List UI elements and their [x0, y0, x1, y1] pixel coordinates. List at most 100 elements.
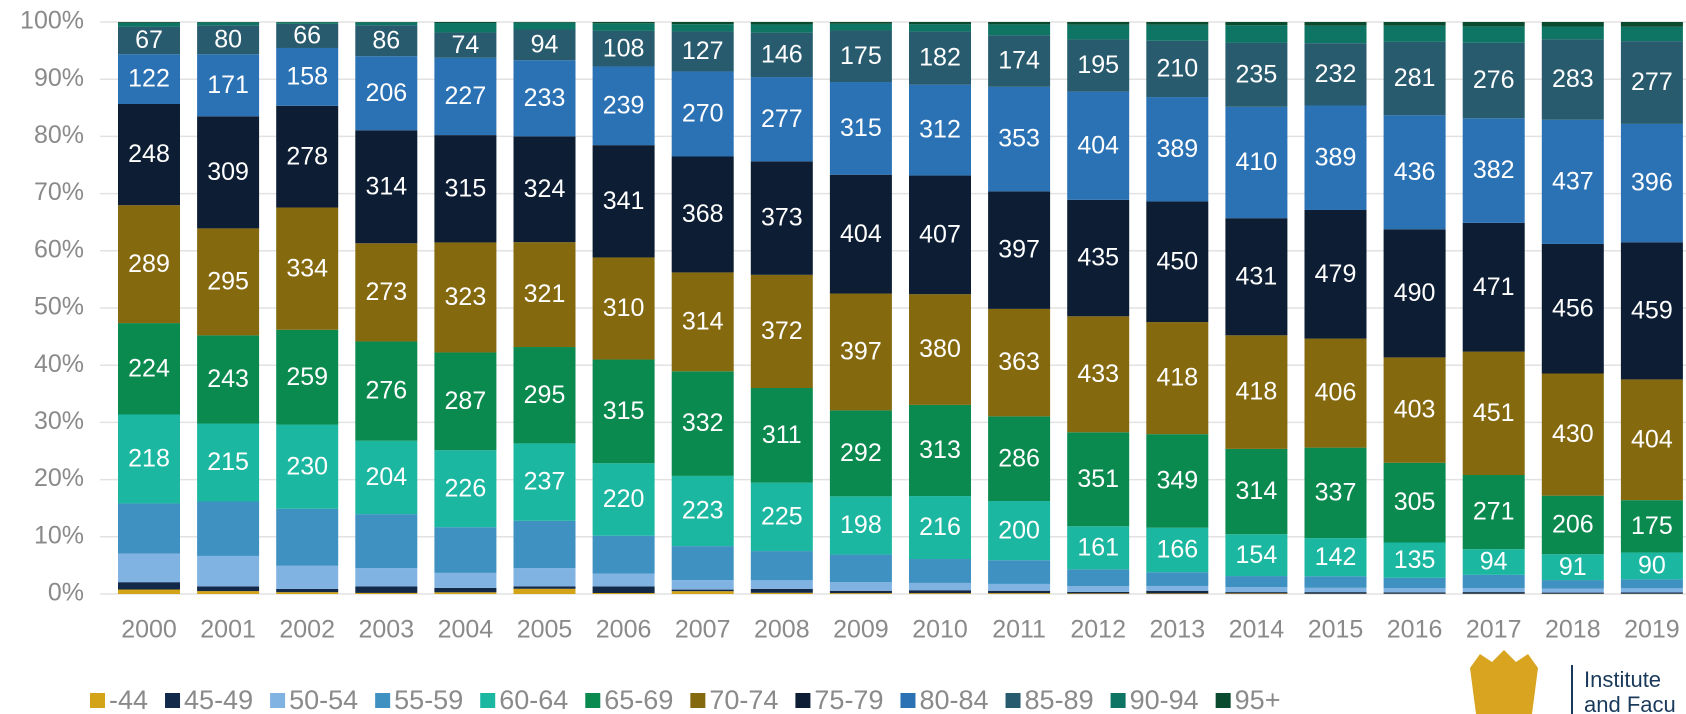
data-label: 248: [128, 140, 170, 168]
bar-segment: [434, 587, 497, 593]
bar-segment: [592, 593, 655, 594]
bar-segment: [1225, 592, 1288, 594]
data-label: 490: [1394, 279, 1436, 307]
data-label: 226: [445, 474, 487, 502]
bar-segment: [1383, 229, 1446, 358]
data-label: 86: [372, 26, 400, 54]
legend-label: 50-54: [289, 685, 358, 714]
data-label: 324: [524, 175, 566, 203]
bar-segment: [1462, 592, 1525, 594]
data-label: 108: [603, 34, 645, 62]
bar-segment: [513, 22, 576, 23]
bar-segment: [197, 586, 260, 592]
data-label: 349: [1156, 467, 1198, 495]
bar-segment: [1383, 542, 1446, 578]
data-label: 90: [1638, 552, 1666, 580]
bar-segment: [197, 501, 260, 556]
bar-segment: [1541, 26, 1604, 40]
data-label: 94: [531, 30, 559, 58]
bar-segment: [276, 588, 339, 593]
bar-segment: [1067, 199, 1130, 317]
bar-segment: [988, 590, 1051, 594]
bar-segment: [988, 416, 1051, 502]
bar-segment: [197, 22, 260, 26]
data-label: 471: [1473, 273, 1515, 301]
bar-segment: [434, 135, 497, 243]
bar-segment: [1620, 379, 1683, 501]
x-tick-label: 2016: [1387, 616, 1443, 644]
y-tick-label: 90%: [34, 64, 84, 92]
bar-segment: [671, 71, 734, 157]
bar-segment: [1304, 25, 1367, 44]
bar-segment: [829, 554, 892, 583]
bar-segment: [829, 82, 892, 175]
data-label: 404: [1631, 425, 1673, 453]
bar-segment: [909, 593, 971, 594]
bar-segment: [1383, 115, 1446, 230]
legend-label: 55-59: [394, 685, 463, 714]
data-label: 286: [998, 444, 1040, 472]
data-label: 158: [286, 63, 328, 91]
bar-segment: [1304, 22, 1367, 26]
bar-segment: [118, 503, 180, 554]
x-tick-label: 2019: [1624, 616, 1680, 644]
bar-segment: [671, 546, 734, 581]
x-tick-label: 2012: [1070, 616, 1126, 644]
bar-segment: [118, 589, 180, 594]
bar-segment: [988, 593, 1051, 594]
data-label: 281: [1394, 64, 1436, 92]
bar-segment: [434, 527, 497, 573]
bar-segment: [1146, 434, 1209, 528]
bar-segment: [1304, 592, 1367, 594]
bar-segment: [988, 24, 1051, 36]
y-tick-label: 60%: [34, 235, 84, 263]
bar-segment: [592, 23, 655, 31]
bar-segment: [434, 22, 497, 24]
bar-segment: [118, 104, 180, 206]
y-tick-label: 10%: [34, 521, 84, 549]
logo-crest: [1470, 650, 1538, 714]
bar-segment: [671, 272, 734, 372]
bar-segment: [355, 56, 418, 131]
bar-segment: [118, 22, 180, 27]
bar-segment: [829, 410, 892, 497]
bar-segment: [1462, 574, 1525, 588]
bar-segment: [1462, 222, 1525, 352]
bar-segment: [276, 424, 339, 509]
bar-segment: [909, 559, 971, 583]
bar-segment: [909, 31, 971, 85]
bar-segment: [1620, 552, 1683, 580]
data-label: 389: [1315, 143, 1357, 171]
bar-segment: [1304, 105, 1367, 210]
data-label: 277: [761, 105, 803, 133]
bar-segment: [988, 191, 1051, 309]
bar-segment: [1067, 24, 1130, 40]
data-label: 353: [998, 125, 1040, 153]
data-label: 310: [603, 294, 645, 322]
data-label: 175: [1631, 512, 1673, 540]
bar-segment: [1146, 40, 1209, 98]
bar-segment: [671, 24, 734, 32]
bar-segment: [671, 475, 734, 547]
data-label: 380: [919, 335, 961, 363]
bar-segment: [1620, 123, 1683, 243]
data-label: 305: [1394, 488, 1436, 516]
data-label: 227: [445, 82, 487, 110]
data-label: 479: [1315, 260, 1357, 288]
bar-segment: [1462, 42, 1525, 119]
data-label: 437: [1552, 167, 1594, 195]
bar-segment: [513, 586, 576, 589]
bar-segment: [1304, 538, 1367, 577]
data-label: 341: [603, 187, 645, 215]
bar-segment: [1462, 549, 1525, 575]
data-label: 66: [293, 22, 321, 50]
bar-segment: [988, 560, 1051, 584]
bar-segment: [1067, 22, 1130, 25]
legend-label: 95+: [1235, 685, 1281, 714]
bar-segment: [829, 30, 892, 83]
bar-segment: [1304, 447, 1367, 539]
bar-segment: [909, 22, 971, 25]
data-label: 223: [682, 497, 724, 525]
bar-segment: [1067, 569, 1130, 587]
bar-segment: [750, 482, 813, 552]
